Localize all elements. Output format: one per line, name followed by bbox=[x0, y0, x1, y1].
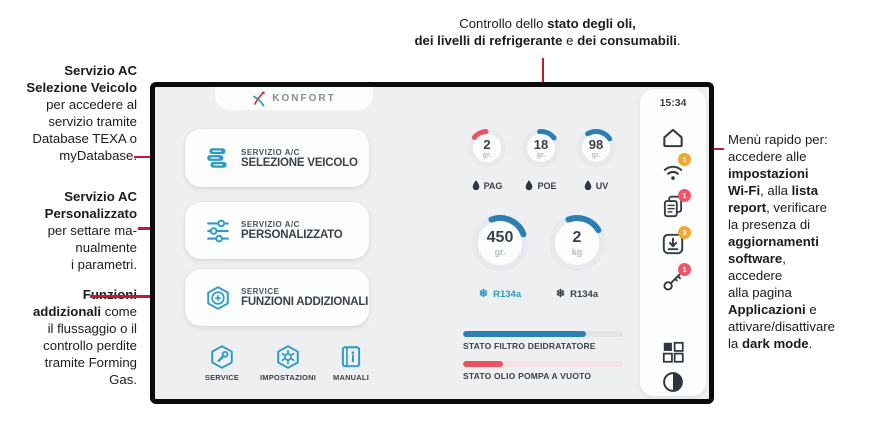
device-screen: KONFORT SERVIZIO A/C SELEZIONE VEICOLO bbox=[150, 82, 714, 404]
sidebar-item-apps-grid[interactable] bbox=[660, 339, 686, 365]
nav-label: MANUALI bbox=[333, 373, 369, 382]
gauge-arc bbox=[472, 215, 528, 271]
logo-tab: KONFORT bbox=[215, 87, 373, 110]
gauge-value: 2 bbox=[572, 229, 582, 246]
sidebar-item-applications[interactable]: 1 bbox=[660, 263, 691, 294]
gauge-value: 450 bbox=[486, 229, 514, 246]
dark-mode-icon bbox=[663, 372, 683, 392]
oil-label-pag: PAG bbox=[461, 180, 513, 191]
oil-label-poe: POE bbox=[515, 180, 567, 191]
applications-badge: 1 bbox=[678, 263, 691, 276]
snowflake-icon: ❄ bbox=[555, 288, 566, 300]
note-left-custom-service: Servizio AC Personalizzato per settare ma-… bbox=[44, 189, 137, 272]
gauge-unit: gr. bbox=[591, 152, 601, 159]
gauge-unit: kg bbox=[571, 247, 583, 257]
nav-item-service[interactable]: SERVICE bbox=[187, 344, 257, 382]
report-list-icon bbox=[663, 195, 683, 218]
gauge-arc bbox=[549, 215, 605, 271]
gauge-uv: 98 gr. bbox=[574, 126, 618, 170]
sliders-icon bbox=[207, 219, 229, 242]
button-servizio-ac-personalizzato[interactable]: SERVIZIO A/C PERSONALIZZATO bbox=[185, 202, 369, 259]
logo-text: KONFORT bbox=[272, 93, 336, 104]
nav-label: IMPOSTAZIONI bbox=[259, 373, 316, 382]
gauge-value: 18 bbox=[533, 137, 549, 152]
gauge-arc bbox=[468, 129, 506, 167]
button-title: SELEZIONE VEICOLO bbox=[241, 156, 358, 169]
button-servizio-ac-selezione-veicolo[interactable]: SERVIZIO A/C SELEZIONE VEICOLO bbox=[185, 129, 369, 187]
manuals-book-icon bbox=[341, 346, 361, 368]
home-icon bbox=[663, 128, 683, 148]
sidebar-item-wifi[interactable]: 1 bbox=[660, 153, 691, 184]
sidebar-item-dark-mode[interactable] bbox=[660, 369, 686, 395]
quick-menu-sidebar: 15:34 1 bbox=[640, 89, 706, 396]
vehicle-select-stack-icon bbox=[207, 148, 227, 168]
oil-drop-icon bbox=[526, 180, 533, 191]
report-badge: 1 bbox=[678, 189, 691, 202]
key-icon bbox=[663, 272, 682, 291]
wifi-badge: 1 bbox=[678, 153, 691, 166]
oil-drop-icon bbox=[472, 180, 479, 191]
filter-status-bar bbox=[463, 331, 623, 337]
oil-drop-icon bbox=[584, 180, 592, 191]
gauge-arc bbox=[522, 128, 560, 167]
gauge-value: 2 bbox=[483, 137, 491, 152]
oil-label-uv: UV bbox=[570, 180, 622, 191]
gauge-value: 98 bbox=[588, 137, 604, 152]
refrigerant-label-2: ❄ R134a bbox=[555, 288, 599, 301]
gauge-refrigerant-grams: 450 gr. bbox=[469, 212, 531, 274]
refrigerant-label-1: ❄ R134a bbox=[478, 288, 522, 301]
filter-status-label: STATO FILTRO DEIDRATATORE bbox=[463, 341, 596, 351]
sidebar-item-report-list[interactable]: 1 bbox=[660, 189, 691, 220]
gauge-unit: gr. bbox=[494, 247, 506, 257]
download-update-icon bbox=[662, 233, 684, 255]
vacuum-oil-status-label: STATO OLIO POMPA A VUOTO bbox=[463, 371, 592, 381]
wifi-icon bbox=[663, 165, 683, 180]
button-subtitle: SERVICE bbox=[241, 287, 280, 296]
sidebar-item-home[interactable] bbox=[660, 125, 686, 151]
button-service-funzioni-addizionali[interactable]: SERVICE FUNZIONI ADDIZIONALI bbox=[185, 269, 369, 326]
clock: 15:34 bbox=[659, 97, 687, 109]
sidebar-item-software-update[interactable]: 3 bbox=[660, 226, 691, 257]
vacuum-oil-status-bar bbox=[463, 361, 623, 367]
nav-item-manuali[interactable]: MANUALI bbox=[316, 344, 386, 382]
gauge-poe: 18 gr. bbox=[519, 126, 563, 170]
note-left-vehicle-selection: Servizio AC Selezione Veicolo per accedere… bbox=[26, 63, 137, 163]
gauge-unit: gr. bbox=[536, 152, 546, 159]
konfort-logo-icon bbox=[253, 91, 266, 106]
button-title: FUNZIONI ADDIZIONALI bbox=[241, 296, 369, 308]
plus-hexagon-icon bbox=[207, 285, 229, 310]
nav-label: SERVICE bbox=[204, 373, 240, 382]
apps-grid-icon bbox=[662, 341, 684, 363]
gauge-refrigerant-kg: 2 kg bbox=[546, 212, 608, 274]
service-wrench-icon bbox=[211, 345, 233, 369]
gauge-pag: 2 gr. bbox=[465, 126, 509, 170]
update-badge: 3 bbox=[678, 226, 691, 239]
note-top-consumables: Controllo dello stato degli oli, dei live… bbox=[414, 16, 681, 48]
nav-item-impostazioni[interactable]: IMPOSTAZIONI bbox=[253, 344, 323, 382]
snowflake-icon: ❄ bbox=[478, 288, 489, 300]
callout-line-left-3 bbox=[90, 295, 196, 298]
gauge-arc bbox=[577, 129, 615, 167]
gauge-unit: gr. bbox=[482, 152, 492, 159]
button-subtitle: SERVIZIO A/C bbox=[241, 147, 300, 157]
button-subtitle: SERVIZIO A/C bbox=[241, 220, 300, 229]
note-right-quick-menu: Menù rapido per: accedere alle impostazion… bbox=[728, 132, 836, 351]
button-title: PERSONALIZZATO bbox=[241, 229, 343, 241]
settings-gear-icon bbox=[277, 345, 299, 369]
